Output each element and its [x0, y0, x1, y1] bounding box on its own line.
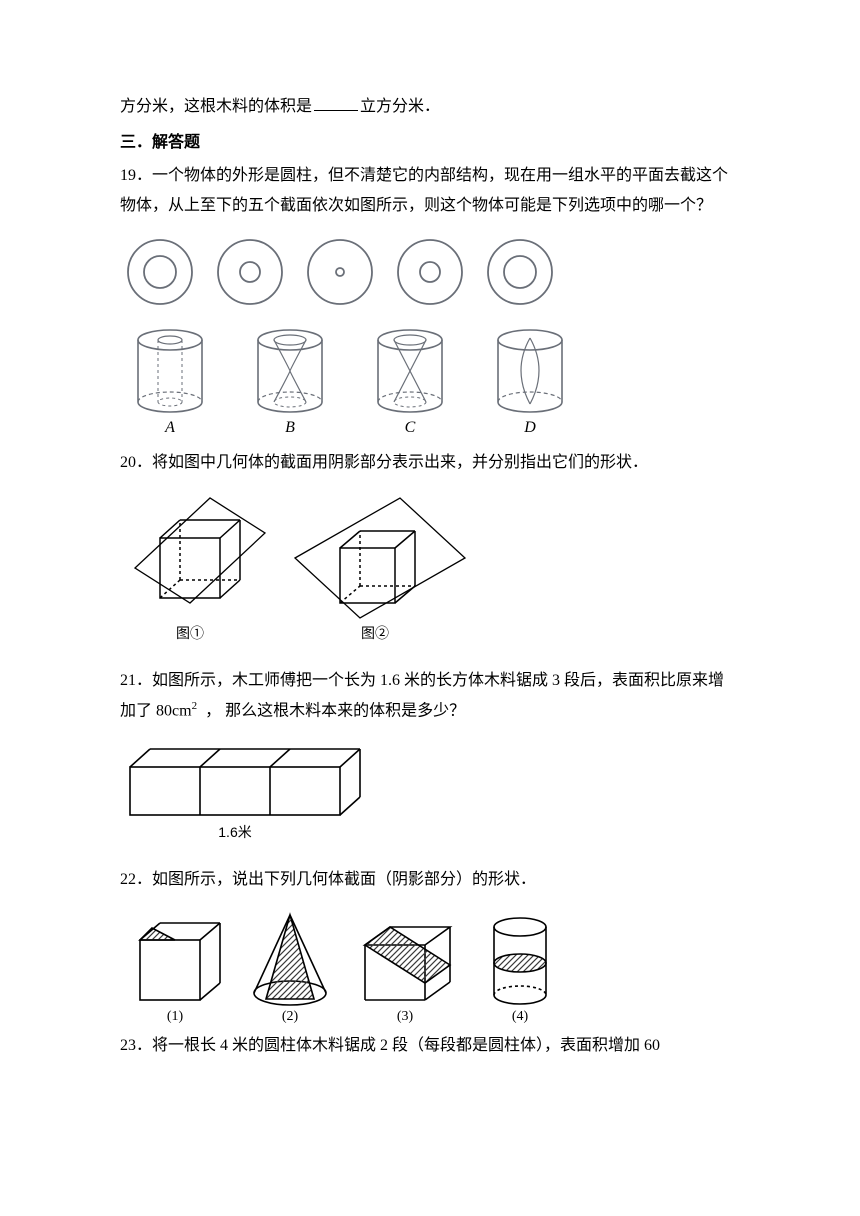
svg-text:B: B	[285, 419, 295, 436]
fragment-top: 方分米，这根木料的体积是 立方分米．	[120, 92, 740, 122]
q19-num: 19．	[120, 167, 152, 184]
q21-num: 21．	[120, 672, 152, 689]
q20-text: 将如图中几何体的截面用阴影部分表示出来，并分别指出它们的形状．	[152, 454, 648, 471]
q19-text: 一个物体的外形是圆柱，但不清楚它的内部结构，现在用一组水平的平面去截这个物体，从…	[120, 167, 728, 214]
question-23: 23．将一根长 4 米的圆柱体木料锯成 2 段（每段都是圆柱体），表面积增加 6…	[120, 1031, 740, 1061]
svg-text:图①: 图①	[176, 626, 204, 642]
svg-text:C: C	[405, 419, 416, 436]
svg-text:(1): (1)	[167, 1009, 184, 1024]
q22-figures: (1) (2) (3) (4)	[120, 905, 740, 1025]
question-22: 22．如图所示，说出下列几何体截面（阴影部分）的形状．	[120, 865, 740, 895]
svg-text:(4): (4)	[512, 1009, 529, 1024]
svg-text:1.6米: 1.6米	[218, 824, 251, 840]
svg-text:(2): (2)	[282, 1009, 299, 1024]
q22-num: 22．	[120, 871, 152, 888]
question-20: 20．将如图中几何体的截面用阴影部分表示出来，并分别指出它们的形状．	[120, 448, 740, 478]
question-21: 21．如图所示，木工师傅把一个长为 1.6 米的长方体木料锯成 3 段后，表面积…	[120, 666, 740, 727]
svg-text:图②: 图②	[361, 626, 389, 642]
frag-part2: 立方分米．	[360, 98, 440, 115]
q19-options: A B C D	[120, 322, 740, 442]
q21-figure: 1.6米	[120, 737, 740, 847]
frag-part1: 方分米，这根木料的体积是	[120, 98, 312, 115]
section-3-title: 三．解答题	[120, 128, 740, 158]
svg-text:D: D	[523, 419, 536, 436]
q21-part2: ， 那么这根木料本来的体积是多少？	[197, 703, 465, 720]
svg-text:(3): (3)	[397, 1009, 414, 1024]
svg-text:A: A	[164, 419, 175, 436]
q19-crosssections	[120, 232, 740, 312]
question-19: 19．一个物体的外形是圆柱，但不清楚它的内部结构，现在用一组水平的平面去截这个物…	[120, 161, 740, 222]
q23-num: 23．	[120, 1037, 152, 1054]
q20-num: 20．	[120, 454, 152, 471]
q20-figures: 图① 图②	[120, 488, 740, 648]
q22-text: 如图所示，说出下列几何体截面（阴影部分）的形状．	[152, 871, 536, 888]
q23-text: 将一根长 4 米的圆柱体木料锯成 2 段（每段都是圆柱体），表面积增加 60	[152, 1037, 660, 1054]
blank-fill[interactable]	[314, 94, 358, 111]
